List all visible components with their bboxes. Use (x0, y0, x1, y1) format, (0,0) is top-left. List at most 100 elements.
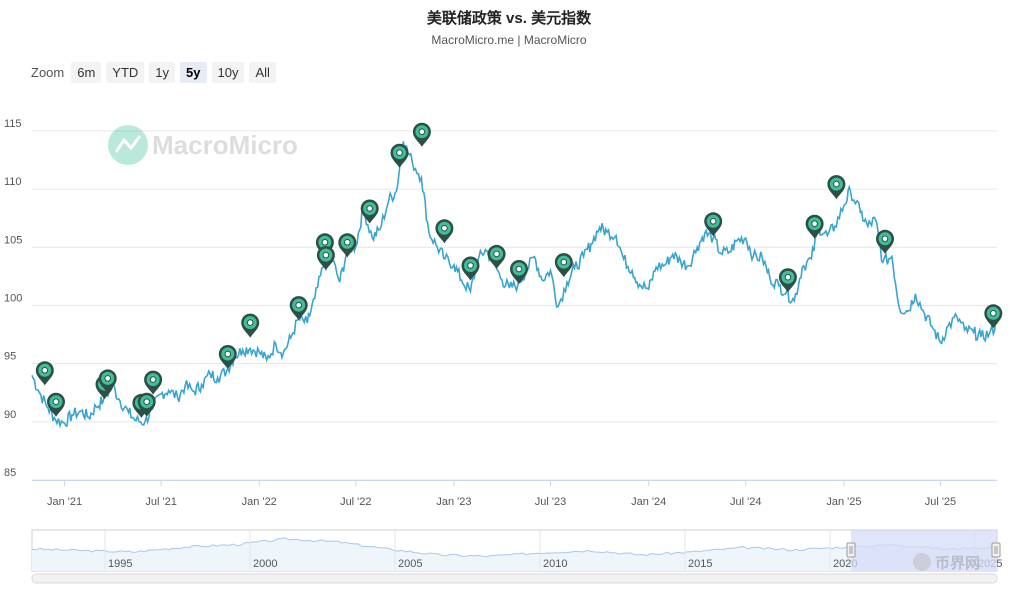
y-tick-label: 100 (4, 292, 22, 304)
event-marker-pin (876, 229, 894, 254)
navigator-year-label: 2000 (253, 558, 277, 570)
event-marker-pin (144, 370, 163, 395)
event-marker-pin (487, 244, 506, 269)
x-tick-label: Jan '25 (826, 496, 861, 508)
series-line (31, 141, 998, 429)
navigator-right-handle[interactable] (991, 542, 1001, 558)
event-marker-pin (461, 256, 480, 281)
corner-watermark: 币界网 (913, 553, 980, 572)
pin-center-icon (366, 205, 374, 212)
zoom-5y-button[interactable]: 5y (180, 62, 207, 83)
pin-center-icon (418, 128, 426, 135)
grid-lines (32, 130, 997, 481)
pin-center-icon (467, 262, 474, 269)
x-tick-label: Jan '23 (436, 496, 471, 508)
pin-center-icon (989, 309, 997, 317)
y-tick-label: 85 (4, 467, 16, 479)
pin-center-icon (493, 250, 500, 258)
y-axis: 85 90 95 100 105 110 115 (4, 118, 22, 479)
coin-logo-icon (913, 553, 931, 571)
pin-center-icon (321, 239, 329, 246)
logo-trend-icon (114, 135, 142, 153)
x-tick-label: Jul '22 (340, 496, 371, 508)
navigator[interactable]: 1995200020052010201520202025币界网 (31, 529, 1002, 584)
navigator-year-label: 2010 (543, 558, 567, 570)
event-marker-pin (137, 392, 156, 417)
zoom-label: Zoom (31, 65, 65, 80)
event-markers (35, 122, 1003, 418)
pin-center-icon (322, 251, 330, 259)
event-marker-pin (35, 361, 54, 386)
chart-title: 美联储政策 vs. 美元指数 (426, 10, 592, 27)
zoom-10y-button[interactable]: 10y (211, 62, 245, 83)
pin-center-icon (811, 220, 818, 227)
watermark: MacroMicro (108, 125, 298, 165)
event-marker-pin (412, 122, 431, 147)
navigator-year-label: 1995 (108, 558, 132, 570)
pin-center-icon (396, 149, 403, 156)
event-marker-pin (805, 214, 824, 239)
zoom-bar: Zoom 6m YTD 1y 5y 10y All (31, 62, 276, 83)
event-marker-pin (435, 219, 454, 244)
event-marker-pin (778, 268, 797, 293)
x-tick-label: Jan '22 (242, 496, 277, 508)
navigator-year-label: 2015 (688, 558, 712, 570)
event-marker-pin (360, 199, 379, 224)
event-marker-pin (827, 175, 846, 200)
pin-center-icon (143, 398, 150, 406)
pin-center-icon (343, 239, 351, 246)
pin-center-icon (41, 366, 49, 374)
pin-center-icon (104, 375, 111, 382)
y-tick-label: 90 (4, 409, 16, 421)
pin-center-icon (224, 350, 232, 358)
pin-center-icon (784, 273, 792, 281)
event-marker-pin (338, 233, 357, 258)
zoom-ytd-button[interactable]: YTD (106, 62, 145, 83)
pin-center-icon (441, 225, 448, 232)
event-marker-pin (510, 260, 528, 284)
zoom-6m-button[interactable]: 6m (71, 62, 102, 83)
macromicro-logo-icon (108, 125, 148, 165)
pin-center-icon (149, 376, 157, 383)
event-marker-pin (241, 313, 260, 338)
navigator-left-handle[interactable] (846, 542, 856, 558)
pin-center-icon (295, 301, 303, 309)
event-marker-pin (316, 246, 335, 271)
pin-center-icon (560, 258, 568, 266)
navigator-year-label: 2005 (398, 558, 422, 570)
y-tick-label: 110 (4, 176, 22, 188)
event-marker-pin (390, 143, 409, 168)
event-marker-pin (704, 212, 723, 237)
x-tick-label: Jul '23 (535, 496, 566, 508)
x-axis: Jan '21 Jul '21 Jan '22 Jul '22 Jan '23 Jul '… (47, 480, 956, 508)
x-tick-label: Jul '21 (145, 496, 176, 508)
pin-center-icon (246, 319, 254, 326)
pin-center-icon (881, 235, 889, 243)
zoom-all-button[interactable]: All (249, 62, 276, 83)
navigator-area (32, 537, 997, 571)
event-marker-pin (218, 345, 237, 369)
handle-grip-icon (991, 542, 1001, 558)
x-tick-label: Jan '21 (47, 496, 82, 508)
event-marker-pin (47, 392, 65, 417)
navigator-scrollbar[interactable] (31, 573, 998, 584)
chart-subtitle: MacroMicro.me | MacroMicro (431, 33, 587, 47)
handle-grip-icon (846, 542, 856, 558)
navigator-series (31, 537, 998, 558)
y-tick-label: 105 (4, 234, 22, 246)
pin-center-icon (709, 218, 717, 225)
corner-watermark-text: 币界网 (935, 554, 980, 572)
watermark-text: MacroMicro (152, 130, 298, 160)
x-tick-label: Jan '24 (631, 496, 666, 508)
pin-center-icon (833, 180, 840, 188)
pin-center-icon (515, 265, 523, 273)
y-tick-label: 95 (4, 351, 16, 363)
event-marker-pin (289, 296, 308, 321)
event-marker-pin (98, 369, 117, 394)
y-tick-label: 115 (4, 118, 22, 130)
event-marker-pin (554, 253, 573, 278)
zoom-1y-button[interactable]: 1y (149, 62, 176, 83)
x-tick-label: Jul '25 (925, 496, 956, 508)
pin-center-icon (52, 398, 60, 406)
